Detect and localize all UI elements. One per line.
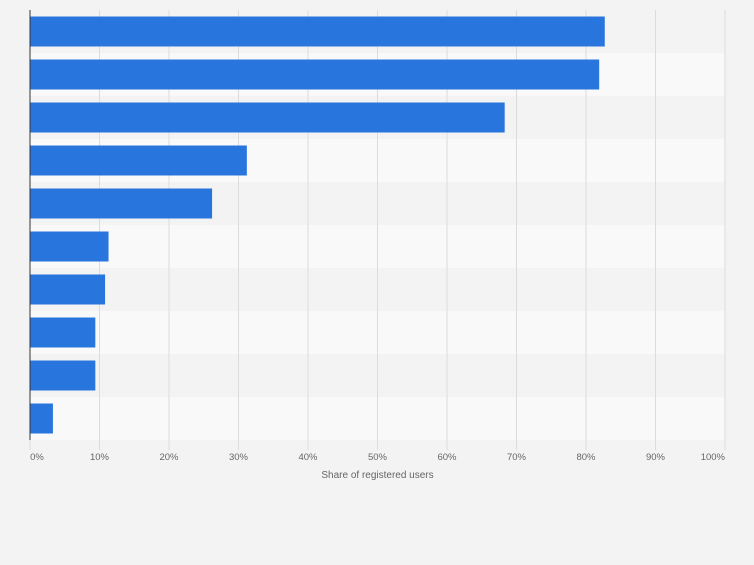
bar xyxy=(30,360,96,391)
x-tick-label: 20% xyxy=(159,452,179,463)
x-tick-label: 40% xyxy=(298,452,318,463)
bar xyxy=(30,102,505,133)
x-axis-label: Share of registered users xyxy=(321,470,433,481)
bar xyxy=(30,16,605,47)
x-tick-labels: 0% 10% 20% 30% 40% 50% 60% 70% 80% 90% 100% xyxy=(30,452,725,463)
bar xyxy=(30,188,213,219)
bars xyxy=(30,16,605,434)
x-tick-label: 0% xyxy=(30,452,44,463)
x-tick-label: 60% xyxy=(437,452,457,463)
x-tick-label: 90% xyxy=(646,452,666,463)
bar xyxy=(30,317,96,348)
x-tick-label: 70% xyxy=(507,452,527,463)
x-tick-label: 50% xyxy=(368,452,388,463)
bar xyxy=(30,145,247,176)
bar xyxy=(30,231,109,262)
bar xyxy=(30,274,106,305)
x-tick-label: 80% xyxy=(576,452,596,463)
x-tick-label: 30% xyxy=(229,452,249,463)
x-tick-label: 100% xyxy=(701,452,726,463)
x-tick-label: 10% xyxy=(90,452,110,463)
bar xyxy=(30,59,600,90)
bar xyxy=(30,403,53,434)
